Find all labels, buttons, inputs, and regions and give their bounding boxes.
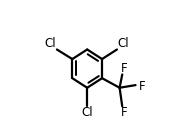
Text: Cl: Cl — [81, 106, 93, 119]
Text: F: F — [121, 62, 127, 75]
Text: Cl: Cl — [44, 37, 56, 50]
Text: F: F — [121, 106, 127, 119]
Text: Cl: Cl — [117, 37, 129, 50]
Text: F: F — [139, 80, 145, 93]
